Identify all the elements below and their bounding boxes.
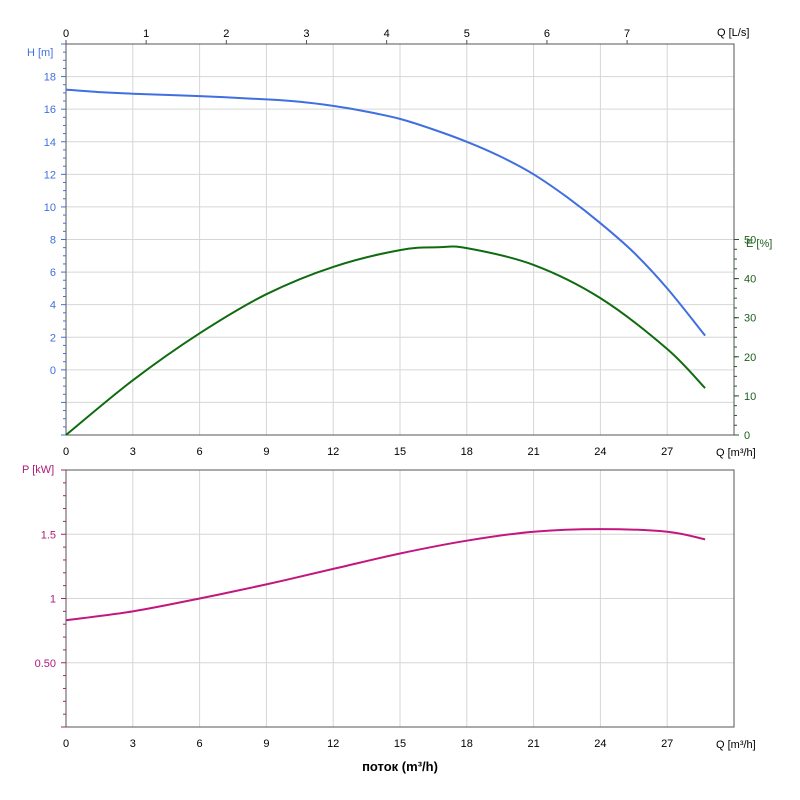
e-tick-label: 10 [744, 391, 756, 403]
bottom-x-tick-label: 12 [327, 738, 339, 750]
bottom-x-tick-label: 6 [197, 738, 203, 750]
bottom-x-tick-label: 21 [527, 738, 539, 750]
ls-tick-label: 4 [384, 28, 390, 40]
ls-axis-label: Q [L/s] [717, 27, 749, 39]
top-x-tick-label: 15 [394, 446, 406, 458]
power-curve [65, 528, 706, 622]
curves [65, 88, 706, 622]
e-tick-label: 40 [744, 274, 756, 286]
p-axis-label: P [kW] [22, 464, 54, 476]
ls-tick-label: 1 [143, 28, 149, 40]
bottom-grid [65, 470, 734, 727]
h-tick-label: 8 [50, 235, 56, 247]
x-axis-title: поток (m³/h) [362, 759, 438, 774]
p-tick-label: 0.50 [35, 658, 56, 670]
top-x-tick-label: 18 [461, 446, 473, 458]
h-tick-label: 18 [44, 72, 56, 84]
top-x-tick-label: 24 [594, 446, 606, 458]
top-x-tick-label: 0 [63, 446, 69, 458]
bottom-x-tick-label: 18 [461, 738, 473, 750]
bottom-x-tick-label: 27 [661, 738, 673, 750]
h-axis-label: H [m] [27, 47, 53, 59]
top-x-tick-label: 12 [327, 446, 339, 458]
top-q-axis-label: Q [m³/h] [716, 447, 756, 459]
bottom-x-tick-label: 15 [394, 738, 406, 750]
e-tick-label: 0 [744, 430, 750, 442]
ls-tick-label: 6 [544, 28, 550, 40]
e-tick-label: 20 [744, 352, 756, 364]
bottom-x-tick-label: 9 [263, 738, 269, 750]
ls-tick-label: 2 [223, 28, 229, 40]
bottom-q-axis-label: Q [m³/h] [716, 739, 756, 751]
h-tick-label: 4 [50, 300, 56, 312]
top-x-tick-label: 9 [263, 446, 269, 458]
axis-labels: H [m] E [%] Q [L/s] Q [m³/h] P [kW] Q [m³/h] [22, 27, 772, 751]
h-tick-label: 0 [50, 365, 56, 377]
h-tick-label: 10 [44, 202, 56, 214]
head-curve [65, 88, 706, 337]
p-tick-label: 1.5 [41, 529, 56, 541]
top-x-tick-label: 3 [130, 446, 136, 458]
e-axis-label: E [%] [746, 238, 772, 250]
ls-tick-label: 5 [464, 28, 470, 40]
top-x-tick-label: 27 [661, 446, 673, 458]
e-tick-label: 50 [744, 235, 756, 247]
h-tick-label: 6 [50, 267, 56, 279]
h-tick-label: 2 [50, 332, 56, 344]
top-x-tick-label: 21 [527, 446, 539, 458]
ls-tick-label: 3 [303, 28, 309, 40]
ls-tick-label: 7 [624, 28, 630, 40]
bottom-x-tick-label: 0 [63, 738, 69, 750]
axis-ticks: 0 3 6 9 12 15 18 21 24 27024681012141618010203040… [35, 28, 757, 750]
bottom-x-tick-label: 24 [594, 738, 606, 750]
e-tick-label: 30 [744, 313, 756, 325]
h-tick-label: 14 [44, 137, 56, 149]
efficiency-curve [65, 245, 706, 436]
top-x-tick-label: 6 [197, 446, 203, 458]
top-grid [65, 44, 734, 435]
h-tick-label: 12 [44, 169, 56, 181]
ls-tick-label: 0 [63, 28, 69, 40]
bottom-x-tick-label: 3 [130, 738, 136, 750]
p-tick-label: 1 [50, 594, 56, 606]
h-tick-label: 16 [44, 104, 56, 116]
